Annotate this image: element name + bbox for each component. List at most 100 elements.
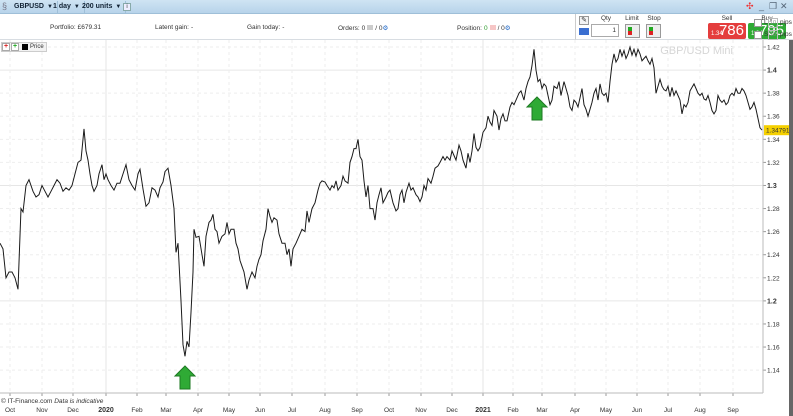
portfolio-value: £679.31 [77, 24, 102, 31]
close-button[interactable]: ✕ [780, 1, 788, 11]
current-price-marker [764, 125, 792, 136]
latent-gain-label: Latent gain: [155, 24, 189, 31]
x-tick-label: Jun [255, 407, 266, 414]
orders-gear-icon[interactable]: ⚙ [382, 25, 389, 32]
l-pips-input[interactable]: 10 [768, 18, 778, 28]
y-tick-label: 1.36 [767, 114, 780, 121]
x-tick-label: Mar [536, 407, 548, 414]
x-tick-label: May [600, 407, 613, 414]
orders-stat: Orders: 0 / 0⚙ [338, 24, 388, 32]
y-tick-label: 1.42 [767, 45, 780, 52]
portfolio-label: Portfolio: [50, 24, 76, 31]
keyboard-icon[interactable] [579, 28, 589, 35]
interval-dropdown[interactable]: 1 day ▼ [49, 1, 85, 13]
limit-button[interactable] [625, 24, 640, 38]
y-tick-label: 1.16 [767, 345, 780, 352]
info-icon[interactable]: i [123, 3, 131, 11]
position-label: Position: [457, 25, 482, 32]
orders-list-icon[interactable] [367, 25, 374, 30]
x-tick-label: Sep [727, 407, 739, 414]
buy-label: Buy [761, 15, 773, 22]
toolbar: § GBPUSD ▼ 1 day ▼ 200 units ▼ i ✣ _ ❐ ✕ [0, 0, 793, 14]
x-tick-label: Jul [288, 407, 297, 414]
sell-button[interactable]: 1.34 786 [708, 22, 746, 39]
y-tick-label: 1.18 [767, 321, 780, 328]
y-tick-label: 1.32 [767, 160, 780, 167]
x-tick-label: Nov [415, 407, 427, 414]
x-tick-label: Feb [131, 407, 143, 414]
latent-gain-stat: Latent gain: - [155, 24, 193, 31]
x-tick-label: Apr [570, 407, 581, 414]
sell-price-prefix: 1.34 [711, 31, 723, 37]
series-swatch [22, 44, 28, 50]
minimize-button[interactable]: _ [759, 1, 765, 11]
y-tick-label: 1.3 [767, 183, 777, 190]
instrument-dropdown[interactable]: GBPUSD ▼ [10, 1, 58, 13]
x-tick-label: Mar [160, 407, 172, 414]
data-credit: © IT-Finance.com Data is indicative [1, 398, 103, 405]
x-tick-label: Feb [507, 407, 519, 414]
stop-checkbox[interactable] [754, 31, 762, 39]
x-tick-label: Aug [694, 407, 706, 414]
chart-watermark: GBP/USD Mini [660, 45, 733, 57]
x-tick-label: 2020 [98, 407, 114, 414]
l-pips-label: pips [780, 19, 792, 26]
x-tick-label: Dec [67, 407, 79, 414]
gain-today-stat: Gain today: - [247, 24, 284, 31]
position-stat: Position: 0 / 0⚙ [457, 24, 511, 32]
current-price-label: 1.34791 [766, 128, 790, 135]
qty-input[interactable]: 1 [591, 24, 619, 37]
y-tick-label: 1.4 [767, 68, 777, 75]
link-icon[interactable]: § [2, 1, 8, 11]
s-label: S [764, 31, 769, 38]
orders-count: 0 [361, 25, 366, 32]
x-tick-label: Oct [5, 407, 15, 414]
x-tick-label: Dec [446, 407, 458, 414]
pen-icon[interactable]: ✎ [579, 16, 589, 25]
series-label: Price [30, 44, 44, 50]
right-edge [789, 40, 793, 416]
size-label: 200 units [82, 3, 113, 10]
limit-checkbox[interactable] [754, 19, 762, 27]
latent-gain-value: - [190, 24, 194, 31]
s-pips-input[interactable]: 10 [768, 30, 778, 40]
orders-total: / 0 [375, 25, 383, 32]
sell-price-pips: 786 [718, 22, 744, 39]
credit-note: Data is indicative [54, 398, 104, 405]
remove-indicator-icon[interactable]: + [2, 43, 10, 51]
refresh-icon[interactable]: ✣ [746, 1, 754, 11]
stop-order-icon [649, 27, 653, 35]
chart-legend: + + Price [1, 42, 47, 52]
x-tick-label: Aug [319, 407, 331, 414]
x-tick-label: Jul [664, 407, 673, 414]
gain-today-value: - [282, 24, 285, 31]
y-tick-label: 1.28 [767, 206, 780, 213]
x-tick-label: Apr [193, 407, 204, 414]
stop-button[interactable] [646, 24, 661, 38]
l-label: L [764, 19, 768, 26]
orders-label: Orders: [338, 25, 360, 32]
position-count: 0 [483, 25, 488, 32]
position-total: / 0 [497, 25, 505, 32]
position-gear-icon[interactable]: ⚙ [504, 25, 511, 32]
y-tick-label: 1.22 [767, 275, 780, 282]
add-indicator-icon[interactable]: + [11, 43, 19, 51]
gain-today-label: Gain today: [247, 24, 281, 31]
limit-label: Limit [625, 15, 639, 22]
restore-button[interactable]: ❐ [769, 1, 778, 11]
status-bar: Portfolio: £679.31 Latent gain: - Gain tod… [0, 14, 575, 40]
chevron-down-icon: ▼ [115, 4, 122, 10]
y-tick-label: 1.26 [767, 229, 780, 236]
y-tick-label: 1.14 [767, 368, 780, 375]
x-tick-label: Sep [351, 407, 363, 414]
x-tick-label: 2021 [475, 407, 491, 414]
y-tick-label: 1.34 [767, 137, 780, 144]
y-tick-label: 1.38 [767, 91, 780, 98]
y-tick-label: 1.24 [767, 252, 780, 259]
position-close-icon[interactable] [489, 25, 496, 30]
s-pips-label: pips [780, 31, 792, 38]
limit-order-icon [628, 27, 632, 35]
x-tick-label: Jun [632, 407, 643, 414]
x-tick-label: May [223, 407, 236, 414]
